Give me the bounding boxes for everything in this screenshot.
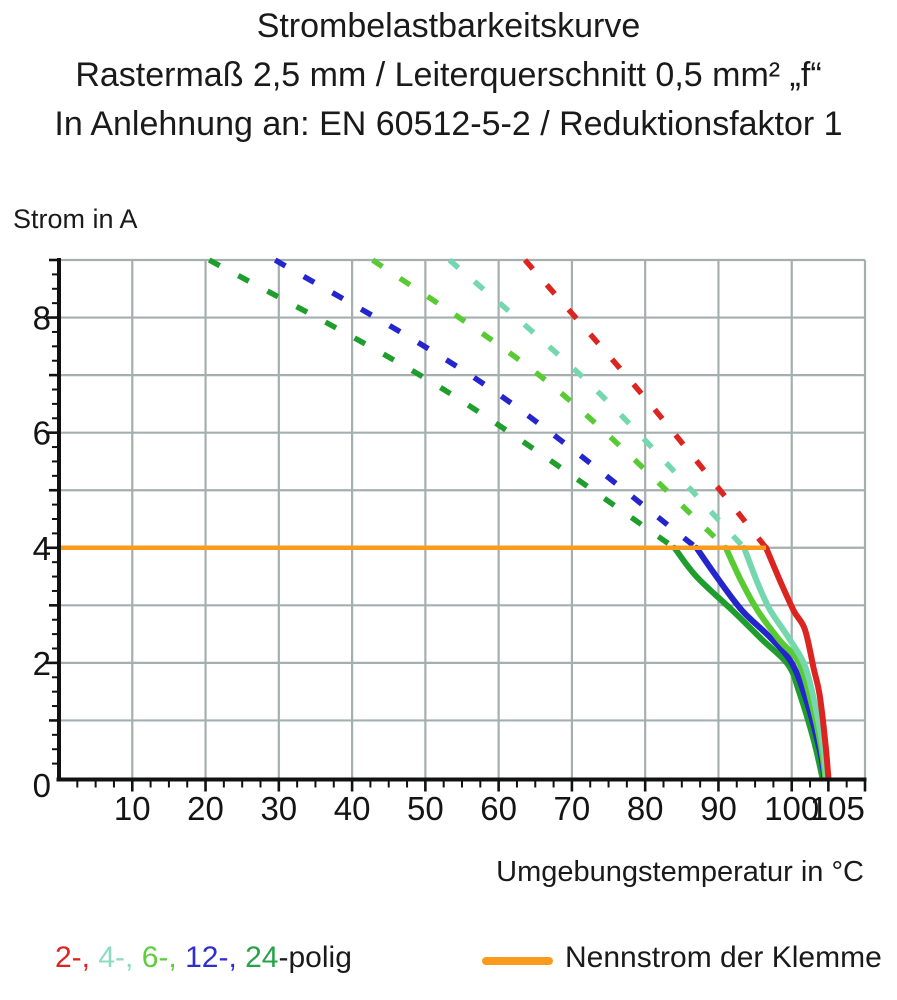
legend-item-6-polig: 6-, bbox=[141, 941, 177, 974]
curves bbox=[207, 257, 832, 781]
curve-2-polig-dashed bbox=[522, 258, 769, 550]
nennstrom-legend-label: Nennstrom der Klemme bbox=[565, 941, 882, 974]
x-tick-label: 100 bbox=[764, 790, 819, 827]
curve-2-polig-solid bbox=[763, 544, 832, 781]
x-tick-label: 10 bbox=[114, 790, 151, 827]
legend-suffix-polig: -polig bbox=[278, 941, 352, 974]
axes bbox=[56, 258, 867, 782]
axis-ticks bbox=[46, 258, 867, 792]
y-tick-label: 0 bbox=[33, 767, 51, 804]
x-tick-label: 50 bbox=[407, 790, 444, 827]
x-tick-label: 90 bbox=[700, 790, 737, 827]
x-tick-label: 70 bbox=[554, 790, 591, 827]
legend-item-2-polig: 2-, bbox=[55, 941, 91, 974]
y-tick-label: 4 bbox=[33, 530, 51, 567]
curve-6-polig-dashed bbox=[371, 257, 728, 550]
legend-item-4-polig: 4-, bbox=[98, 941, 134, 974]
nennstrom-line-swatch bbox=[482, 957, 553, 965]
y-tick-label: 2 bbox=[33, 645, 51, 682]
curve-24-polig-solid bbox=[671, 544, 826, 781]
x-tick-label: 40 bbox=[334, 790, 371, 827]
x-tick-label: 60 bbox=[480, 790, 517, 827]
x-axis-title: Umgebungstemperatur in °C bbox=[496, 856, 864, 888]
x-tick-label: 30 bbox=[260, 790, 297, 827]
chart-title-block: Strombelastbarkeitskurve Rastermaß 2,5 m… bbox=[0, 2, 897, 149]
chart-title-line-3: In Anlehnung an: EN 60512-5-2 / Reduktio… bbox=[54, 105, 843, 143]
chart-title-line-1: Strombelastbarkeitskurve bbox=[256, 7, 641, 45]
legend-item-12-polig: 12-, bbox=[185, 941, 237, 974]
curve-4-polig-dashed bbox=[447, 257, 747, 550]
legend-item-24-polig: 24 bbox=[245, 941, 279, 974]
x-tick-label: 105 bbox=[810, 790, 865, 827]
legend-polig: 2-, 4-, 6-, 12-, 24-polig bbox=[55, 941, 352, 975]
x-tick-label: 80 bbox=[627, 790, 664, 827]
grid bbox=[58, 258, 867, 779]
y-axis-title: Strom in A bbox=[13, 204, 138, 234]
y-tick-label: 6 bbox=[33, 415, 51, 452]
x-tick-label: 20 bbox=[187, 790, 224, 827]
curve-24-polig-dashed bbox=[207, 257, 677, 551]
chart-title-line-2: Rastermaß 2,5 mm / Leiterquerschnitt 0,5… bbox=[75, 56, 822, 94]
y-tick-label: 8 bbox=[33, 300, 51, 337]
curve-12-polig-dashed bbox=[273, 257, 699, 550]
